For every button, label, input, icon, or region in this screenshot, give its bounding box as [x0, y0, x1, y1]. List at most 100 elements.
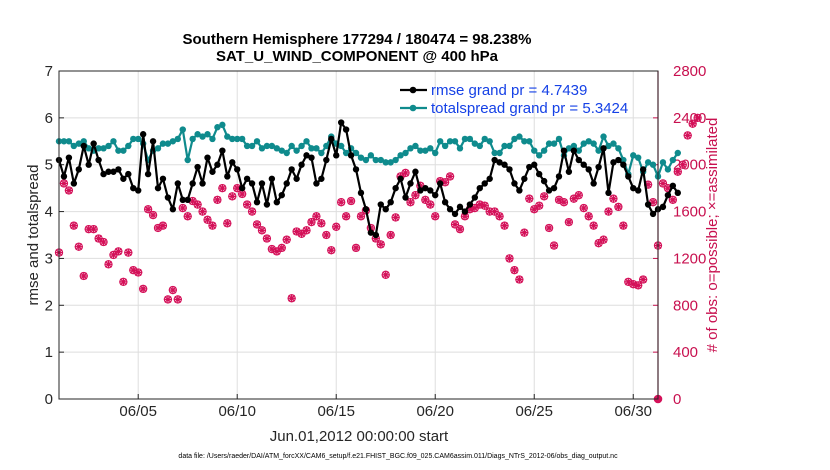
totalspread-point	[85, 145, 92, 152]
rmse-point	[248, 180, 256, 187]
rmse-point	[402, 194, 409, 201]
obs-point	[99, 237, 108, 247]
obs-point	[287, 294, 296, 303]
obs-assimilated-marker	[213, 196, 221, 204]
rmse-point	[95, 156, 102, 164]
obs-point	[678, 160, 687, 169]
totalspread-point	[501, 142, 508, 150]
obs-point	[168, 285, 178, 295]
rmse-point	[219, 147, 226, 154]
obs-assimilated-marker	[669, 196, 677, 204]
totalspread-point	[466, 135, 474, 143]
obs-point	[599, 235, 608, 244]
x-tick-label: 06/15	[317, 403, 355, 420]
y2-tick-label: 1600	[673, 204, 706, 221]
rmse-point	[194, 163, 201, 171]
totalspread-point	[238, 135, 246, 143]
obs-point	[193, 200, 202, 209]
x-tick-label: 06/30	[614, 403, 652, 420]
rmse-point	[585, 166, 592, 173]
totalspread-point	[565, 145, 573, 152]
obs-assimilated-marker	[446, 172, 454, 180]
obs-assimilated-marker	[510, 266, 518, 274]
obs-assimilated-marker	[209, 222, 216, 230]
obs-assimilated-marker	[60, 179, 68, 187]
obs-assimilated-marker	[347, 197, 355, 205]
totalspread-point	[441, 142, 449, 150]
y2-tick-label: 0	[673, 391, 681, 408]
rmse-point	[105, 168, 112, 175]
legend-spread-label: totalspread grand pr = 5.3424	[431, 100, 628, 117]
obs-point	[539, 192, 549, 201]
totalspread-point	[585, 138, 592, 145]
obs-point	[673, 167, 682, 176]
rmse-point	[352, 166, 360, 173]
rmse-point	[65, 154, 73, 161]
obs-assimilated-marker	[624, 278, 632, 286]
obs-point	[257, 226, 267, 235]
x-tick-label: 06/25	[515, 403, 553, 420]
rmse-point	[451, 210, 459, 218]
obs-assimilated-marker	[357, 212, 365, 220]
rmse-point	[481, 180, 488, 187]
obs-point	[589, 221, 598, 230]
obs-point	[544, 223, 554, 233]
obs-assimilated-marker	[248, 208, 256, 216]
obs-assimilated-marker	[382, 271, 390, 279]
rmse-point	[362, 206, 370, 213]
obs-point	[584, 212, 593, 221]
obs-assimilated-marker	[575, 191, 583, 199]
obs-assimilated-marker	[580, 204, 588, 212]
rmse-point	[214, 161, 221, 168]
totalspread-point	[417, 147, 424, 154]
obs-assimilated-marker	[659, 179, 667, 187]
obs-point	[638, 275, 648, 284]
rmse-point	[120, 175, 127, 182]
obs-assimilated-marker	[634, 281, 642, 289]
obs-assimilated-marker	[545, 224, 553, 232]
rmse-point	[115, 166, 122, 173]
obs-assimilated-marker	[114, 247, 122, 255]
obs-assimilated-marker	[600, 236, 608, 244]
totalspread-point	[268, 142, 276, 150]
rmse-point	[224, 173, 231, 180]
obs-point	[683, 131, 692, 140]
totalspread-point	[303, 138, 310, 145]
rmse-point	[90, 140, 97, 147]
obs-point	[312, 212, 321, 221]
rmse-point	[417, 187, 424, 194]
obs-assimilated-marker	[679, 161, 687, 169]
totalspread-point	[521, 138, 528, 145]
obs-point	[495, 212, 504, 221]
obs-assimilated-marker	[124, 249, 132, 257]
totalspread-point	[407, 145, 414, 152]
obs-assimilated-marker	[144, 205, 152, 213]
obs-assimilated-marker	[159, 222, 167, 230]
y-tick-label: 4	[45, 204, 53, 221]
grid	[59, 71, 658, 399]
obs-assimilated-marker	[204, 216, 211, 224]
obs-assimilated-marker	[288, 294, 296, 302]
obs-point	[252, 220, 262, 229]
y2-tick-label: 2800	[673, 63, 706, 80]
totalspread-point	[224, 133, 231, 140]
obs-point	[198, 207, 207, 216]
obs-point	[282, 235, 291, 244]
obs-assimilated-marker	[65, 187, 73, 194]
totalspread-point	[649, 161, 657, 168]
totalspread-point	[535, 152, 543, 159]
obs-point	[381, 270, 390, 279]
obs-assimilated-marker	[337, 198, 345, 206]
y-tick-label: 0	[45, 391, 53, 408]
obs-point	[228, 192, 237, 201]
obs-assimilated-marker	[308, 218, 315, 226]
totalspread-point	[575, 147, 582, 154]
totalspread-point	[550, 140, 558, 147]
rmse-point	[610, 159, 617, 166]
obs-point	[173, 295, 182, 304]
obs-assimilated-marker	[461, 212, 469, 220]
rmse-point	[466, 201, 474, 208]
totalspread-point	[174, 135, 182, 143]
obs-assimilated-marker	[515, 276, 523, 283]
rmse-point	[234, 166, 241, 173]
